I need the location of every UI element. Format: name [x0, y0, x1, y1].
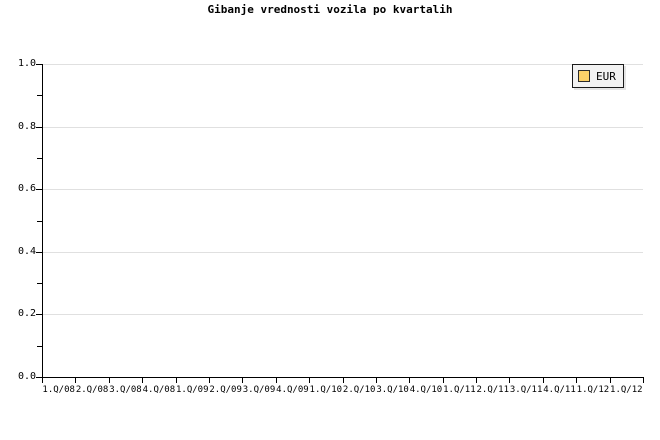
legend-swatch-eur: [578, 70, 590, 82]
x-axis-tick: [610, 378, 611, 383]
x-axis-label: 3.Q/11: [509, 385, 543, 395]
x-axis-label: 1.Q/10: [309, 385, 343, 395]
gridline: [42, 64, 643, 65]
y-axis-label: 0.6: [17, 183, 36, 195]
x-axis-tick: [543, 378, 544, 383]
y-axis-tick-minor: [37, 157, 42, 159]
y-axis-label: 1.0: [17, 58, 36, 69]
x-axis-tick: [343, 378, 344, 383]
y-axis-label: 0.8: [17, 120, 36, 132]
x-axis-label: 4.Q/08: [142, 385, 176, 395]
x-axis-tick: [643, 378, 644, 383]
x-axis-label: 4.Q/10: [409, 385, 443, 395]
x-axis-tick: [142, 378, 143, 383]
gridline: [42, 189, 643, 191]
y-axis-line: [42, 64, 43, 378]
y-axis-tick-minor: [37, 220, 42, 222]
y-axis-label: 0.2: [17, 308, 36, 320]
y-axis-tick-minor: [37, 345, 42, 347]
x-axis-tick: [209, 378, 210, 383]
x-axis-line: [42, 377, 644, 378]
y-axis-labels: 0.0 0.2 0.4 0.6 0.8 1.0: [0, 0, 36, 440]
x-axis-tick: [476, 378, 477, 383]
x-axis-label: 2.Q/08: [75, 385, 109, 395]
y-axis-tick-major: [36, 189, 42, 191]
x-axis-tick: [176, 378, 177, 383]
x-axis-label: 1.Q/12: [576, 385, 610, 395]
x-axis-label: 4.Q/09: [276, 385, 309, 395]
y-axis-tick-minor: [37, 283, 42, 285]
x-axis-tick: [75, 378, 76, 383]
x-axis-label: 1.Q/11: [443, 385, 476, 395]
plot-area: [42, 64, 643, 377]
x-axis-tick: [376, 378, 377, 383]
x-axis-label: 2.Q/10: [342, 385, 376, 395]
x-axis-tick: [309, 378, 310, 383]
gridline: [42, 126, 643, 128]
chart-title: Gibanje vrednosti vozila po kvartalih: [207, 3, 453, 16]
x-axis-label: 3.Q/08: [109, 385, 142, 395]
x-axis-tick: [509, 378, 510, 383]
x-axis-label: 2.Q/11: [476, 385, 510, 395]
x-axis-tick: [409, 378, 410, 383]
x-axis-label: 3.Q/09: [242, 385, 276, 395]
x-axis-label: 1.Q/09: [175, 385, 209, 395]
x-axis-label: 1.Q/12: [610, 385, 643, 395]
x-axis-tick: [109, 378, 110, 383]
y-axis-tick-major: [36, 251, 42, 253]
x-axis-label: 1.Q/08: [42, 385, 75, 395]
x-axis-tick: [576, 378, 577, 383]
x-axis-label: 4.Q/11: [543, 385, 576, 395]
x-axis-tick: [443, 378, 444, 383]
legend-label-eur: EUR: [596, 69, 616, 83]
gridline: [42, 251, 643, 253]
x-axis-label: 2.Q/09: [209, 385, 242, 395]
y-axis-tick-major: [36, 64, 42, 65]
y-axis-label: 0.4: [17, 245, 36, 257]
x-axis-tick: [242, 378, 243, 383]
gridline: [42, 314, 643, 316]
x-axis-tick: [276, 378, 277, 383]
y-axis-tick-major: [36, 314, 42, 316]
y-axis-label: 0.0: [17, 371, 36, 382]
chart-legend[interactable]: EUR: [572, 64, 624, 88]
y-axis-tick-major: [36, 377, 42, 378]
y-axis-tick-major: [36, 126, 42, 128]
x-axis-tick: [42, 378, 43, 383]
x-axis-label: 3.Q/10: [376, 385, 409, 395]
y-axis-tick-minor: [37, 95, 42, 97]
